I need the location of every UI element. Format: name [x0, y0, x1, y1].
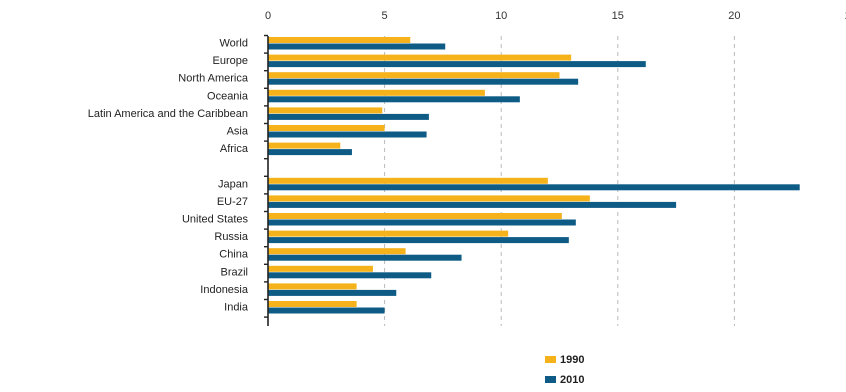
- y-axis: [264, 34, 269, 326]
- bar-eu-27-1990: [268, 195, 590, 202]
- x-axis-tick-labels: 0 5 10 15 20 25: [265, 10, 846, 22]
- category-label-latin-america-and-the-caribbean: Latin America and the Caribbean: [88, 108, 248, 120]
- category-label-china: China: [219, 249, 249, 261]
- bar-europe-2010: [268, 61, 646, 68]
- bar-china-2010: [268, 254, 462, 261]
- bar-europe-1990: [268, 54, 572, 61]
- x-tick-label-15: 15: [612, 10, 624, 22]
- bar-oceania-1990: [268, 89, 485, 96]
- bar-asia-1990: [268, 125, 385, 131]
- category-label-europe: Europe: [213, 55, 248, 67]
- x-tick-label-20: 20: [728, 10, 740, 22]
- x-tick-label-10: 10: [495, 10, 507, 22]
- bar-indonesia-2010: [268, 289, 397, 296]
- x-tick-label-25: 25: [845, 10, 846, 22]
- bar-africa-2010: [268, 149, 352, 156]
- bar-asia-2010: [268, 131, 427, 138]
- legend-swatch-1990: [545, 356, 556, 363]
- bar-latin-america-and-the-caribbean-2010: [268, 113, 429, 120]
- category-label-india: India: [224, 302, 249, 314]
- bar-africa-1990: [268, 142, 341, 149]
- bars: [268, 37, 800, 314]
- category-label-indonesia: Indonesia: [200, 284, 249, 296]
- bar-india-1990: [268, 301, 357, 307]
- category-label-oceania: Oceania: [207, 90, 249, 102]
- bar-oceania-2010: [268, 96, 520, 103]
- bar-north-america-1990: [268, 72, 560, 79]
- category-label-world: World: [219, 38, 248, 50]
- category-labels: World Europe North America Oceania Latin Ame…: [88, 38, 249, 314]
- bar-indonesia-1990: [268, 283, 357, 290]
- category-label-africa: Africa: [220, 143, 249, 155]
- bar-brazil-1990: [268, 265, 373, 272]
- x-tick-label-5: 5: [382, 10, 388, 22]
- bar-world-1990: [268, 37, 411, 43]
- legend: 1990 2010: [545, 354, 584, 386]
- bar-world-2010: [268, 43, 446, 50]
- category-label-north-america: North America: [178, 73, 249, 85]
- legend-label-1990: 1990: [560, 354, 584, 366]
- x-tick-label-0: 0: [265, 10, 271, 22]
- bar-japan-1990: [268, 177, 548, 184]
- category-label-united-states: United States: [182, 214, 249, 226]
- bar-russia-2010: [268, 237, 569, 244]
- category-label-eu-27: EU-27: [217, 196, 248, 208]
- bar-russia-1990: [268, 230, 509, 237]
- bar-united-states-1990: [268, 213, 562, 219]
- bar-latin-america-and-the-caribbean-1990: [268, 107, 383, 114]
- bar-brazil-2010: [268, 272, 432, 279]
- bar-eu-27-2010: [268, 201, 677, 208]
- bar-china-1990: [268, 248, 406, 255]
- bar-united-states-2010: [268, 219, 576, 226]
- category-label-japan: Japan: [218, 178, 248, 190]
- bar-north-america-2010: [268, 78, 579, 85]
- category-label-brazil: Brazil: [220, 266, 248, 278]
- bar-japan-2010: [268, 184, 800, 191]
- legend-label-2010: 2010: [560, 374, 584, 386]
- category-label-russia: Russia: [214, 231, 249, 243]
- category-label-asia: Asia: [227, 126, 249, 138]
- legend-swatch-2010: [545, 376, 556, 383]
- bar-india-2010: [268, 307, 385, 314]
